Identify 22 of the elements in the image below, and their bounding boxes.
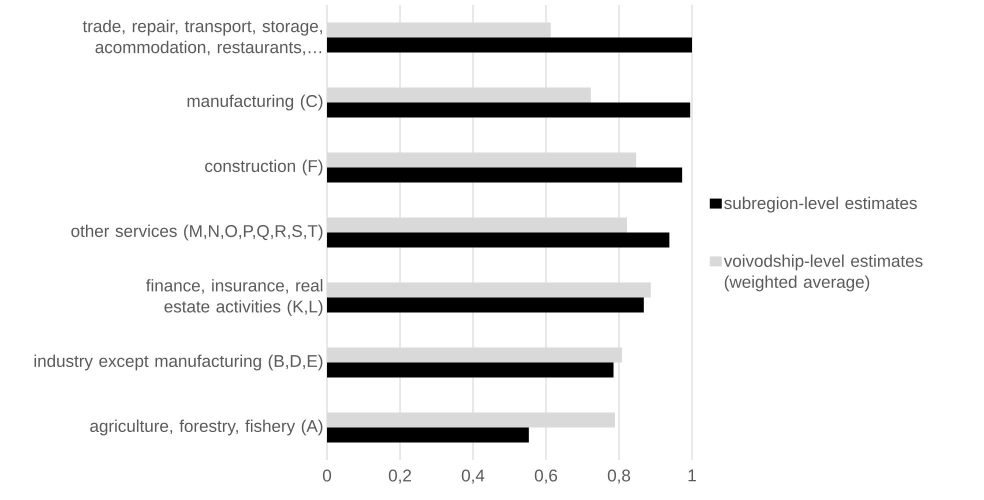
bar bbox=[327, 37, 692, 52]
x-tick-label: 0,8 bbox=[608, 470, 630, 484]
x-tick-label: 0,2 bbox=[388, 470, 411, 484]
bar bbox=[327, 427, 529, 442]
bar bbox=[327, 167, 682, 182]
bar bbox=[327, 362, 614, 378]
x-tick-label: 1 bbox=[688, 470, 696, 482]
legend-label: subregion-level estimates bbox=[724, 196, 917, 213]
y-tick-label: trade, repair, transport, storage, acommodation, restaurants,… bbox=[82, 20, 322, 56]
y-tick-label: manufacturing (C) bbox=[188, 94, 322, 110]
legend-label: voivodship-level estimates (weighted average) bbox=[724, 254, 923, 292]
y-tick-label: other services (M,N,O,P,Q,R,S,T) bbox=[71, 224, 322, 240]
bar bbox=[327, 297, 644, 312]
y-tick-label: finance, insurance, real estate activities (K,L) bbox=[146, 279, 322, 316]
bar bbox=[327, 102, 690, 118]
y-tick-label: agriculture, forestry, fishery (A) bbox=[90, 420, 322, 436]
x-tick-label: 0 bbox=[322, 470, 332, 482]
x-tick-label: 0,6 bbox=[534, 470, 558, 484]
y-tick-label: industry except manufacturing (B,D,E) bbox=[34, 354, 322, 370]
y-tick-label: construction (F) bbox=[205, 160, 322, 176]
bar bbox=[327, 232, 670, 248]
x-tick-label: 0,4 bbox=[462, 470, 484, 484]
